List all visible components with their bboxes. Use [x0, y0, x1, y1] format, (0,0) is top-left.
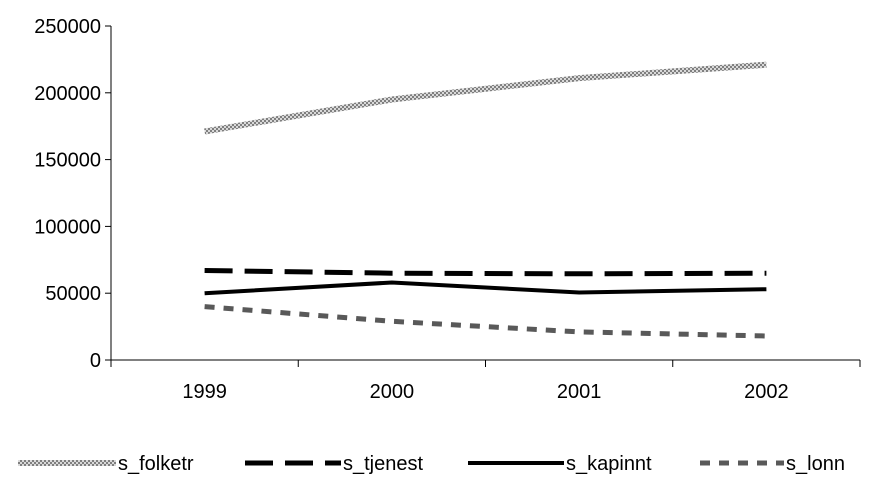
y-tick-label: 50000 [45, 283, 101, 305]
series-line-s_tjenest [204, 268, 767, 277]
legend-label-s_kapinnt: s_kapinnt [566, 453, 652, 475]
y-tick-label: 250000 [34, 16, 101, 38]
legend-label-s_folketr: s_folketr [118, 453, 194, 475]
x-tick-label: 1999 [182, 381, 227, 403]
x-tick-label: 2002 [744, 381, 789, 403]
series-line-s_folketr [204, 61, 767, 135]
axes [110, 26, 860, 361]
series-line-s_kapinnt [204, 280, 767, 296]
series-lines [204, 61, 767, 339]
y-axis-ticks: 0 50000 100000 150000 200000 250000 [34, 16, 111, 372]
y-tick-label: 0 [90, 350, 101, 372]
x-axis-ticks: 1999 2000 2001 2002 [110, 360, 861, 403]
y-tick-label: 100000 [34, 216, 101, 238]
x-tick-label: 2001 [557, 381, 602, 403]
legend-label-s_lonn: s_lonn [786, 453, 845, 475]
legend: s_folketr s_tjenest s_kapinnt s_lonn [18, 453, 845, 475]
series-line-s_lonn [204, 304, 767, 339]
y-tick-label: 200000 [34, 83, 101, 105]
legend-label-s_tjenest: s_tjenest [343, 453, 423, 475]
y-tick-label: 150000 [34, 150, 101, 172]
x-tick-label: 2000 [370, 381, 415, 403]
